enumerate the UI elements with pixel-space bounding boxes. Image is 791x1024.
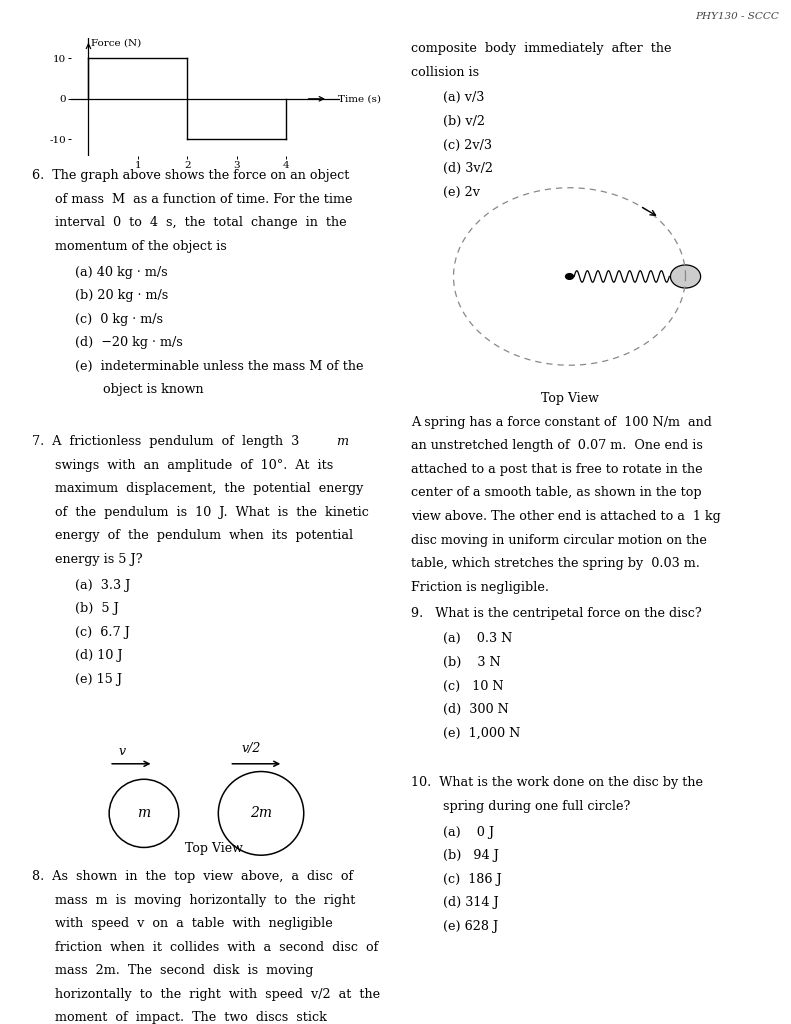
- Text: energy is 5 J?: energy is 5 J?: [55, 553, 143, 566]
- Text: attached to a post that is free to rotate in the: attached to a post that is free to rotat…: [411, 463, 703, 476]
- Text: horizontally  to  the  right  with  speed  v/2  at  the: horizontally to the right with speed v/2…: [55, 988, 380, 1000]
- Text: table, which stretches the spring by  0.03 m.: table, which stretches the spring by 0.0…: [411, 557, 700, 570]
- Text: mass  m  is  moving  horizontally  to  the  right: mass m is moving horizontally to the rig…: [55, 894, 356, 906]
- Text: composite  body  immediately  after  the: composite body immediately after the: [411, 42, 672, 55]
- Text: (a)    0 J: (a) 0 J: [443, 825, 494, 839]
- Text: (b)    3 N: (b) 3 N: [443, 656, 501, 669]
- Text: disc moving in uniform circular motion on the: disc moving in uniform circular motion o…: [411, 534, 707, 547]
- Text: 2m: 2m: [250, 806, 272, 820]
- Text: Force (N): Force (N): [91, 39, 141, 48]
- Text: of mass  M  as a function of time. For the time: of mass M as a function of time. For the…: [55, 193, 353, 206]
- Text: (c)  0 kg · m/s: (c) 0 kg · m/s: [75, 312, 163, 326]
- Text: (b)  5 J: (b) 5 J: [75, 602, 119, 615]
- Text: (c) 2v/3: (c) 2v/3: [443, 138, 492, 152]
- Text: (e)  indeterminable unless the mass M of the: (e) indeterminable unless the mass M of …: [75, 359, 364, 373]
- Text: collision is: collision is: [411, 66, 479, 79]
- Text: spring during one full circle?: spring during one full circle?: [443, 800, 630, 813]
- Text: (e) 2v: (e) 2v: [443, 185, 480, 199]
- Text: of  the  pendulum  is  10  J.  What  is  the  kinetic: of the pendulum is 10 J. What is the kin…: [55, 506, 369, 519]
- Text: v/2: v/2: [242, 741, 261, 755]
- Text: (b)   94 J: (b) 94 J: [443, 849, 499, 862]
- Text: (d)  −20 kg · m/s: (d) −20 kg · m/s: [75, 336, 183, 349]
- Text: moment  of  impact.  The  two  discs  stick: moment of impact. The two discs stick: [55, 1012, 327, 1024]
- Circle shape: [671, 265, 701, 288]
- Text: (a)    0.3 N: (a) 0.3 N: [443, 633, 513, 645]
- Text: (e) 15 J: (e) 15 J: [75, 673, 123, 686]
- Text: (d) 3v/2: (d) 3v/2: [443, 162, 493, 175]
- Text: (c)  6.7 J: (c) 6.7 J: [75, 626, 130, 639]
- Text: center of a smooth table, as shown in the top: center of a smooth table, as shown in th…: [411, 486, 702, 500]
- Text: mass  2m.  The  second  disk  is  moving: mass 2m. The second disk is moving: [55, 965, 314, 977]
- Text: (b) 20 kg · m/s: (b) 20 kg · m/s: [75, 289, 168, 302]
- Circle shape: [565, 273, 574, 280]
- Text: A spring has a force constant of  100 N/m  and: A spring has a force constant of 100 N/m…: [411, 416, 712, 429]
- Text: v: v: [118, 744, 126, 758]
- Text: (e) 628 J: (e) 628 J: [443, 920, 498, 933]
- Text: maximum  displacement,  the  potential  energy: maximum displacement, the potential ener…: [55, 482, 364, 496]
- Text: (d)  300 N: (d) 300 N: [443, 703, 509, 716]
- Text: friction  when  it  collides  with  a  second  disc  of: friction when it collides with a second …: [55, 941, 379, 953]
- Text: 10.  What is the work done on the disc by the: 10. What is the work done on the disc by…: [411, 776, 703, 790]
- Text: Friction is negligible.: Friction is negligible.: [411, 581, 549, 594]
- Text: with  speed  v  on  a  table  with  negligible: with speed v on a table with negligible: [55, 918, 333, 930]
- Text: (d) 10 J: (d) 10 J: [75, 649, 123, 663]
- Text: 6.  The graph above shows the force on an object: 6. The graph above shows the force on an…: [32, 169, 349, 182]
- Text: view above. The other end is attached to a  1 kg: view above. The other end is attached to…: [411, 510, 721, 523]
- Text: 8.  As  shown  in  the  top  view  above,  a  disc  of: 8. As shown in the top view above, a dis…: [32, 870, 353, 883]
- Text: object is known: object is known: [103, 383, 203, 396]
- Text: Top View: Top View: [540, 392, 599, 406]
- Text: (c)   10 N: (c) 10 N: [443, 680, 504, 692]
- Text: (a) 40 kg · m/s: (a) 40 kg · m/s: [75, 265, 168, 279]
- Text: momentum of the object is: momentum of the object is: [55, 240, 227, 253]
- Text: Top View: Top View: [184, 842, 243, 855]
- Text: energy  of  the  pendulum  when  its  potential: energy of the pendulum when its potentia…: [55, 529, 354, 543]
- Text: PHY130 - SCCC: PHY130 - SCCC: [695, 12, 779, 22]
- Text: m: m: [336, 435, 348, 449]
- Text: (a)  3.3 J: (a) 3.3 J: [75, 579, 131, 592]
- Text: swings  with  an  amplitude  of  10°.  At  its: swings with an amplitude of 10°. At its: [55, 459, 334, 472]
- Text: (a) v/3: (a) v/3: [443, 91, 484, 104]
- Text: Time (s): Time (s): [338, 94, 380, 103]
- Text: (b) v/2: (b) v/2: [443, 115, 485, 128]
- Text: interval  0  to  4  s,  the  total  change  in  the: interval 0 to 4 s, the total change in t…: [55, 216, 347, 229]
- Text: an unstretched length of  0.07 m.  One end is: an unstretched length of 0.07 m. One end…: [411, 439, 703, 453]
- Text: (c)  186 J: (c) 186 J: [443, 872, 501, 886]
- Text: 9.   What is the centripetal force on the disc?: 9. What is the centripetal force on the …: [411, 606, 702, 620]
- Text: (d) 314 J: (d) 314 J: [443, 896, 498, 909]
- Text: (e)  1,000 N: (e) 1,000 N: [443, 727, 520, 739]
- Text: m: m: [138, 806, 150, 820]
- Text: 7.  A  frictionless  pendulum  of  length  3: 7. A frictionless pendulum of length 3: [32, 435, 303, 449]
